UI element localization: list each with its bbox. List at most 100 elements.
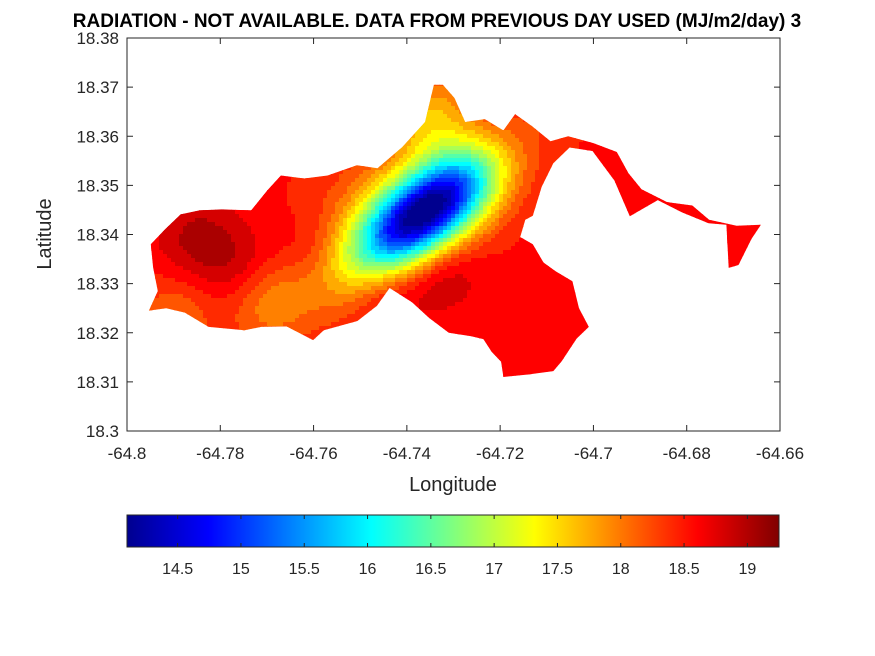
heatmap-cell [443,122,448,127]
heatmap-cell [415,158,420,163]
heatmap-cell [563,142,568,147]
heatmap-cell [435,90,440,95]
heatmap-cell [451,110,456,115]
heatmap-cell [527,130,532,135]
heatmap-cell [475,122,480,127]
heatmap-cell [443,150,448,155]
heatmap-cell [439,126,444,131]
heatmap-cell [479,146,484,151]
heatmap-cell [427,118,432,123]
heatmap-cell [443,146,448,151]
heatmap-cell [495,142,500,147]
heatmap-cell [499,130,504,135]
heatmap-cell [471,138,476,143]
heatmap-cell [515,134,520,139]
heatmap-cell [459,138,464,143]
heatmap-cell [435,146,440,151]
heatmap-cell [463,122,468,127]
heatmap-cell [519,150,524,155]
heatmap-cell [403,158,408,163]
heatmap-cell [495,130,500,135]
heatmap-cell [439,102,444,107]
heatmap-cell [499,142,504,147]
heatmap-cell [511,142,516,147]
heatmap-cell [439,138,444,143]
heatmap-cell [439,98,444,103]
heatmap-cell [439,86,444,91]
heatmap-cell [431,142,436,147]
heatmap-cell [471,134,476,139]
heatmap-cell [431,90,436,95]
heatmap-cell [399,154,404,159]
heatmap-cell [455,122,460,127]
heatmap-cell [467,154,472,159]
heatmap-cell [551,146,556,151]
heatmap-cell [483,138,488,143]
heatmap-cell [495,154,500,159]
heatmap-cell [499,150,504,155]
heatmap-cell [491,142,496,147]
heatmap-cell [455,114,460,119]
heatmap-cell [491,146,496,151]
heatmap-cell [459,154,464,159]
heatmap-cell [595,150,600,155]
heatmap-cell [447,130,452,135]
heatmap-cell [599,146,604,151]
heatmap-cell [503,150,508,155]
heatmap-cell [471,126,476,131]
heatmap-cell [463,130,468,135]
heatmap-cell [455,146,460,151]
heatmap-cell [411,154,416,159]
heatmap-cell [511,138,516,143]
heatmap-cell [443,142,448,147]
heatmap-cell [459,146,464,151]
heatmap-cell [499,146,504,151]
heatmap-cell [447,150,452,155]
heatmap-cell [407,142,412,147]
heatmap-cell [531,138,536,143]
heatmap-cell [431,118,436,123]
heatmap-cell [443,90,448,95]
heatmap-cell [511,150,516,155]
heatmap-cell [423,150,428,155]
heatmap-cell [479,134,484,139]
heatmap-cell [451,142,456,147]
heatmap-cell [435,86,440,91]
heatmap-cell [467,126,472,131]
heatmap-cell [439,110,444,115]
heatmap-cell [475,134,480,139]
heatmap-cell [555,138,560,143]
heatmap-cell [447,146,452,151]
heatmap-cell [423,138,428,143]
heatmap-cell [423,122,428,127]
heatmap-cell [527,146,532,151]
heatmap-cell [483,118,488,123]
heatmap-cell [587,146,592,151]
heatmap-cell [427,142,432,147]
heatmap-cell [559,150,564,155]
heatmap-cell [435,94,440,99]
chart-title: RADIATION - NOT AVAILABLE. DATA FROM PRE… [73,11,801,32]
heatmap-cell [447,98,452,103]
heatmap-cell [471,122,476,127]
heatmap-cell [495,150,500,155]
heatmap-cell [603,146,608,151]
heatmap-cell [439,122,444,127]
heatmap-cell [587,142,592,147]
heatmap-cell [511,118,516,123]
heatmap-cell [523,142,528,147]
heatmap-cell [531,146,536,151]
heatmap-cell [443,134,448,139]
heatmap-cell [431,150,436,155]
heatmap-cell [431,138,436,143]
heatmap-cell [607,154,612,159]
heatmap-cell [487,130,492,135]
heatmap-cell [475,142,480,147]
heatmap-cell [443,154,448,159]
heatmap-cell [567,138,572,143]
heatmap-cell [531,134,536,139]
heatmap-cell [463,134,468,139]
heatmap-cell [487,126,492,131]
heatmap-cell [423,158,428,163]
heatmap-cell [451,102,456,107]
